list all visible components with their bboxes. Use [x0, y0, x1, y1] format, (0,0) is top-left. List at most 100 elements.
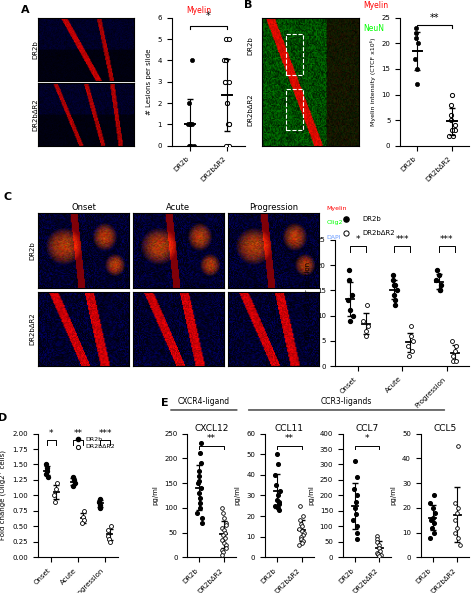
Point [374, 531, 381, 540]
Point [452, 356, 460, 366]
Point [105, 534, 113, 544]
Point [411, 54, 419, 63]
Point [105, 525, 112, 534]
Point [78, 519, 85, 528]
Point [222, 518, 230, 528]
Text: *: * [365, 435, 369, 444]
Title: Progression: Progression [249, 203, 298, 212]
Text: A: A [21, 5, 29, 15]
Point [349, 311, 356, 320]
Point [70, 475, 78, 484]
Y-axis label: Myelin intensity (CTCF x10⁶): Myelin intensity (CTCF x10⁶) [370, 37, 376, 126]
Point [273, 460, 281, 469]
Point [274, 491, 282, 500]
Point [404, 341, 411, 350]
Point [345, 265, 352, 275]
Point [271, 470, 279, 480]
Point [219, 530, 227, 540]
Point [456, 540, 464, 550]
Text: ***: *** [396, 235, 409, 244]
Point [431, 491, 438, 500]
Point [273, 480, 280, 490]
Point [451, 515, 459, 525]
Point [454, 441, 462, 451]
Point [393, 285, 401, 295]
Point [219, 550, 226, 560]
Point [185, 141, 193, 151]
Point [354, 491, 361, 500]
Point [273, 495, 281, 504]
Point [223, 98, 231, 108]
Text: **: ** [285, 435, 294, 444]
Point [345, 296, 352, 305]
Point [274, 503, 282, 512]
Text: CXCR4-ligand: CXCR4-ligand [178, 397, 230, 406]
Point [225, 141, 232, 151]
Point [299, 511, 307, 521]
Point [298, 534, 305, 544]
Point [298, 538, 306, 548]
Point [430, 518, 438, 528]
Point [107, 537, 114, 547]
Point [54, 479, 61, 488]
Point [447, 110, 455, 120]
Point [96, 494, 104, 503]
Point [298, 532, 305, 541]
Point [299, 522, 306, 531]
Point [220, 525, 228, 535]
Point [223, 98, 231, 108]
Point [96, 500, 103, 509]
Point [296, 524, 303, 533]
Point [448, 126, 456, 135]
Y-axis label: pg/ml: pg/ml [391, 486, 396, 505]
Point [297, 519, 304, 529]
Point [198, 513, 206, 522]
Text: B: B [245, 0, 253, 9]
Point [198, 483, 205, 493]
Point [95, 497, 103, 506]
Point [437, 285, 444, 295]
Point [196, 448, 203, 458]
Text: *: * [356, 235, 360, 244]
Y-axis label: DR2b: DR2b [32, 40, 38, 59]
Text: *: * [49, 429, 54, 438]
Point [80, 506, 88, 516]
Point [451, 126, 459, 135]
Text: Myelin: Myelin [364, 1, 389, 9]
Point [407, 321, 415, 330]
Point [195, 488, 202, 498]
Text: NeuN: NeuN [364, 24, 384, 33]
Text: E: E [161, 398, 168, 408]
Text: DAPI: DAPI [326, 235, 341, 240]
Point [297, 515, 304, 525]
Point [299, 526, 306, 535]
Point [42, 460, 50, 469]
Point [220, 56, 228, 65]
Point [391, 301, 399, 310]
Text: **: ** [73, 429, 82, 438]
Point [223, 521, 230, 530]
Point [195, 471, 202, 480]
Title: CCL5: CCL5 [433, 424, 456, 433]
Point [408, 331, 415, 340]
Point [374, 548, 381, 557]
Point [362, 331, 370, 340]
Point [198, 458, 205, 468]
Text: DR2b: DR2b [362, 216, 381, 222]
Point [392, 280, 399, 290]
Point [195, 476, 202, 485]
Point [449, 351, 456, 361]
Text: **: ** [430, 13, 439, 23]
Title: CCL11: CCL11 [275, 424, 304, 433]
Bar [286, 90, 303, 130]
Point [349, 515, 356, 525]
Point [451, 528, 458, 537]
Point [187, 120, 194, 129]
Point [42, 469, 50, 479]
Point [185, 98, 192, 108]
Point [413, 79, 421, 89]
Point [376, 547, 383, 556]
Point [375, 543, 383, 553]
Point [408, 346, 416, 356]
Point [428, 515, 435, 525]
